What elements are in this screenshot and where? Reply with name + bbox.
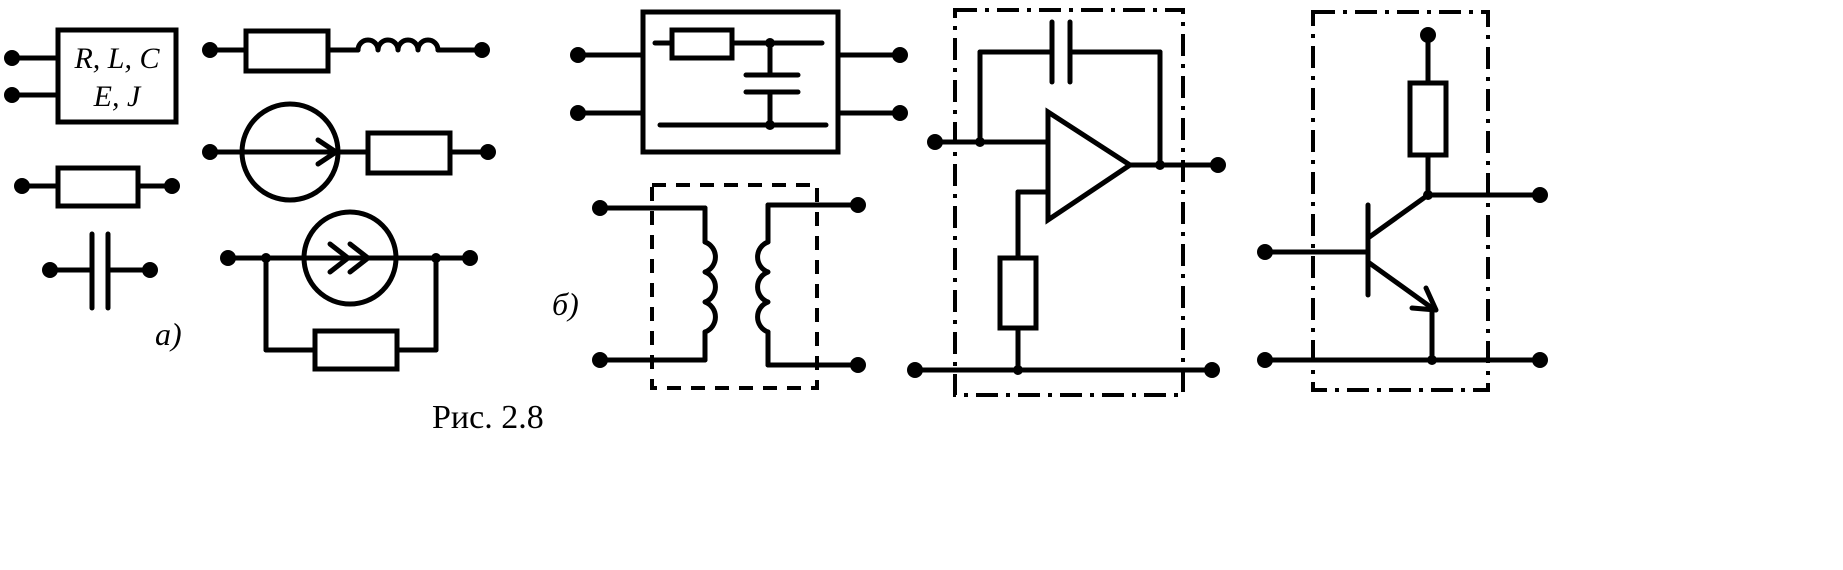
part-a: R, L, C E, J — [4, 27, 496, 372]
op-amp-circuit — [907, 8, 1226, 397]
figure-caption: Рис. 2.8 — [432, 399, 544, 436]
transistor-circuit — [1257, 10, 1548, 392]
generic-box-line2: E, J — [93, 80, 142, 113]
part-b: б) — [552, 8, 1548, 397]
label-part-b: б) — [552, 286, 579, 322]
resistor-element — [14, 165, 180, 209]
generic-box-line1: R, L, C — [73, 42, 160, 75]
resistor-inductor-series — [202, 28, 490, 74]
generic-element-box: R, L, C E, J — [4, 27, 179, 125]
two-port-rc-network — [570, 9, 908, 155]
label-part-a: а) — [155, 316, 182, 352]
voltage-source-resistor-series — [202, 101, 496, 203]
transformer — [592, 183, 866, 390]
capacitor-element — [42, 231, 158, 311]
current-source-parallel-resistor — [220, 209, 478, 372]
